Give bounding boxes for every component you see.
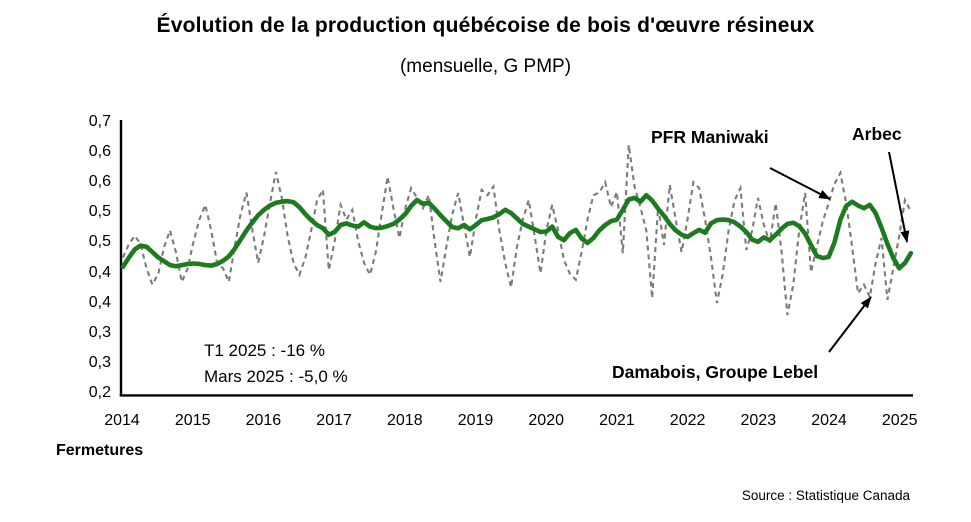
x-tick-label: 2020 xyxy=(528,412,564,429)
x-tick-label: 2022 xyxy=(669,412,706,429)
y-tick-label: 0,3 xyxy=(88,353,111,371)
chart-title: Évolution de la production québécoise de… xyxy=(156,14,815,37)
x-tick-label: 2024 xyxy=(811,412,847,429)
y-tick-label: 0,5 xyxy=(88,203,111,221)
quarter-note-line1: T1 2025 : -16 % xyxy=(204,341,325,360)
series-trend-solid-line xyxy=(120,192,914,271)
chart-subtitle: (mensuelle, G PMP) xyxy=(399,56,572,77)
y-tick-label: 0,4 xyxy=(88,263,111,281)
y-tick-label: 0,5 xyxy=(88,233,111,251)
x-tick-label: 2016 xyxy=(245,412,282,429)
annotation-damabois-groupe-lebel: Damabois, Groupe Lebel xyxy=(612,362,819,382)
y-tick-label: 0,2 xyxy=(88,383,111,401)
y-tick-label: 0,7 xyxy=(88,113,111,130)
damabois-arrow xyxy=(828,296,872,353)
y-tick-label: 0,6 xyxy=(88,143,111,161)
arbec-arrow xyxy=(888,151,910,243)
x-tick-label: 2023 xyxy=(740,412,777,429)
x-tick-label: 2021 xyxy=(599,412,635,429)
source-label: Source : Statistique Canada xyxy=(741,488,910,503)
y-tick-label: 0,4 xyxy=(88,293,111,311)
x-tick-label: 2014 xyxy=(104,412,140,429)
x-tick-label: 2025 xyxy=(881,412,918,429)
y-tick-label: 0,3 xyxy=(88,323,111,341)
quarter-note: T1 2025 : -16 % Mars 2025 : -5,0 % xyxy=(204,338,348,390)
x-tick-label: 2015 xyxy=(174,412,211,429)
x-tick-label: 2019 xyxy=(457,412,494,429)
pfr-maniwaki-arrow xyxy=(769,167,831,200)
quarter-note-line2: Mars 2025 : -5,0 % xyxy=(204,367,348,386)
x-tick-label: 2018 xyxy=(387,412,423,429)
fermetures-label: Fermetures xyxy=(56,442,144,459)
annotation-arbec: Arbec xyxy=(852,124,902,144)
annotation-pfr-maniwaki: PFR Maniwaki xyxy=(651,127,769,147)
y-tick-label: 0,6 xyxy=(88,173,111,191)
series-monthly-dashed-line xyxy=(122,144,912,316)
x-tick-label: 2017 xyxy=(316,412,352,429)
